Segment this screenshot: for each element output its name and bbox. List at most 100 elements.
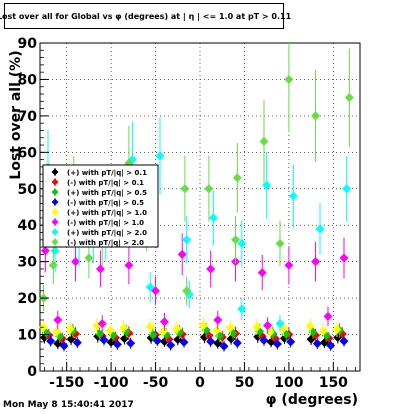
data-point (99, 335, 109, 345)
data-point (206, 264, 216, 274)
legend-box (42, 164, 159, 248)
data-point (237, 238, 247, 248)
data-point (232, 173, 242, 183)
data-point (124, 260, 134, 270)
y-tick-label: 50 (18, 182, 38, 198)
data-point (262, 180, 272, 190)
data-point (344, 93, 354, 103)
legend-label: (-) with pT/|q| > 1.0 (67, 219, 144, 228)
data-point (339, 336, 349, 346)
data-point (232, 338, 242, 348)
data-point (65, 324, 75, 334)
data-point (172, 324, 182, 334)
legend-marker (51, 188, 59, 196)
legend: (+) with pT/|q| > 0.1(-) with pT/|q| > 0… (42, 164, 159, 248)
data-point (237, 304, 247, 314)
data-point (95, 264, 105, 274)
data-point (339, 253, 349, 263)
data-point (71, 257, 81, 267)
y-tick-label: 30 (18, 255, 38, 271)
legend-marker (51, 208, 59, 216)
legend-marker (51, 228, 59, 236)
data-point (180, 184, 190, 194)
data-point (179, 337, 189, 347)
x-tick-label: -150 (49, 375, 84, 391)
data-point (286, 337, 296, 347)
legend-label: (-) with pT/|q| > 0.1 (67, 179, 144, 188)
legend-label: (+) with pT/|q| > 0.5 (67, 189, 147, 198)
data-point (105, 326, 115, 336)
data-point (52, 327, 62, 337)
data-point (166, 340, 176, 350)
data-point (213, 315, 223, 325)
data-point (305, 321, 315, 331)
data-point (319, 326, 329, 336)
y-tick-label: 0 (27, 364, 37, 380)
data-point (204, 184, 214, 194)
data-point (255, 326, 265, 336)
data-point (152, 336, 162, 346)
data-point (259, 136, 269, 146)
data-point (225, 323, 235, 333)
data-point (145, 282, 155, 292)
data-point (342, 184, 352, 194)
data-point (59, 341, 69, 351)
data-points (39, 43, 354, 352)
data-point (84, 253, 94, 263)
x-tick-label: -100 (94, 375, 129, 391)
data-point (219, 341, 229, 351)
y-tick-label: 60 (18, 145, 38, 161)
data-point (272, 339, 282, 349)
y-axis-title: Lost over all (%) (8, 50, 24, 179)
data-point (48, 260, 58, 270)
data-point (259, 335, 269, 345)
data-point (46, 336, 56, 346)
legend-marker (51, 218, 59, 226)
data-point (97, 319, 107, 329)
x-tick-label: 100 (274, 375, 303, 391)
data-point (332, 324, 342, 334)
data-point (119, 323, 129, 333)
data-point (126, 338, 136, 348)
legend-label: (+) with pT/|q| > 0.1 (67, 169, 147, 178)
data-point (182, 235, 192, 245)
data-point (72, 338, 82, 348)
x-tick-label: 50 (235, 375, 255, 391)
data-point (312, 339, 322, 349)
data-point (182, 286, 192, 296)
data-point (326, 340, 336, 350)
data-point (159, 326, 169, 336)
data-point (323, 311, 333, 321)
y-tick-label: 40 (18, 218, 38, 234)
legend-marker (51, 178, 59, 186)
data-point (263, 320, 273, 330)
data-point (311, 257, 321, 267)
data-point (288, 191, 298, 201)
legend-label: (+) with pT/|q| > 1.0 (67, 209, 147, 218)
x-tick-label: 150 (319, 375, 348, 391)
legend-label: (-) with pT/|q| > 2.0 (67, 239, 144, 248)
timestamp: Mon May 8 15:40:41 2017 (3, 400, 134, 410)
data-point (275, 319, 285, 329)
data-point (284, 74, 294, 84)
legend-marker (51, 168, 59, 176)
data-point (231, 235, 241, 245)
legend-label: (-) with pT/|q| > 0.5 (67, 199, 144, 208)
data-point (155, 151, 165, 161)
y-tick-label: 70 (18, 109, 38, 125)
data-point (252, 322, 262, 332)
data-point (177, 249, 187, 259)
data-point (206, 336, 216, 346)
x-tick-label: -50 (143, 375, 169, 391)
y-tick-label: 90 (18, 36, 38, 52)
x-tick-label: 0 (195, 375, 205, 391)
data-point (257, 268, 267, 278)
chart-title: Lost over all for Global vs φ (degrees) … (0, 3, 291, 29)
y-tick-label: 20 (18, 291, 38, 307)
data-point (145, 322, 155, 332)
data-point (212, 325, 222, 335)
legend-marker (51, 198, 59, 206)
legend-marker (51, 238, 59, 246)
legend-label: (+) with pT/|q| > 2.0 (67, 229, 147, 238)
